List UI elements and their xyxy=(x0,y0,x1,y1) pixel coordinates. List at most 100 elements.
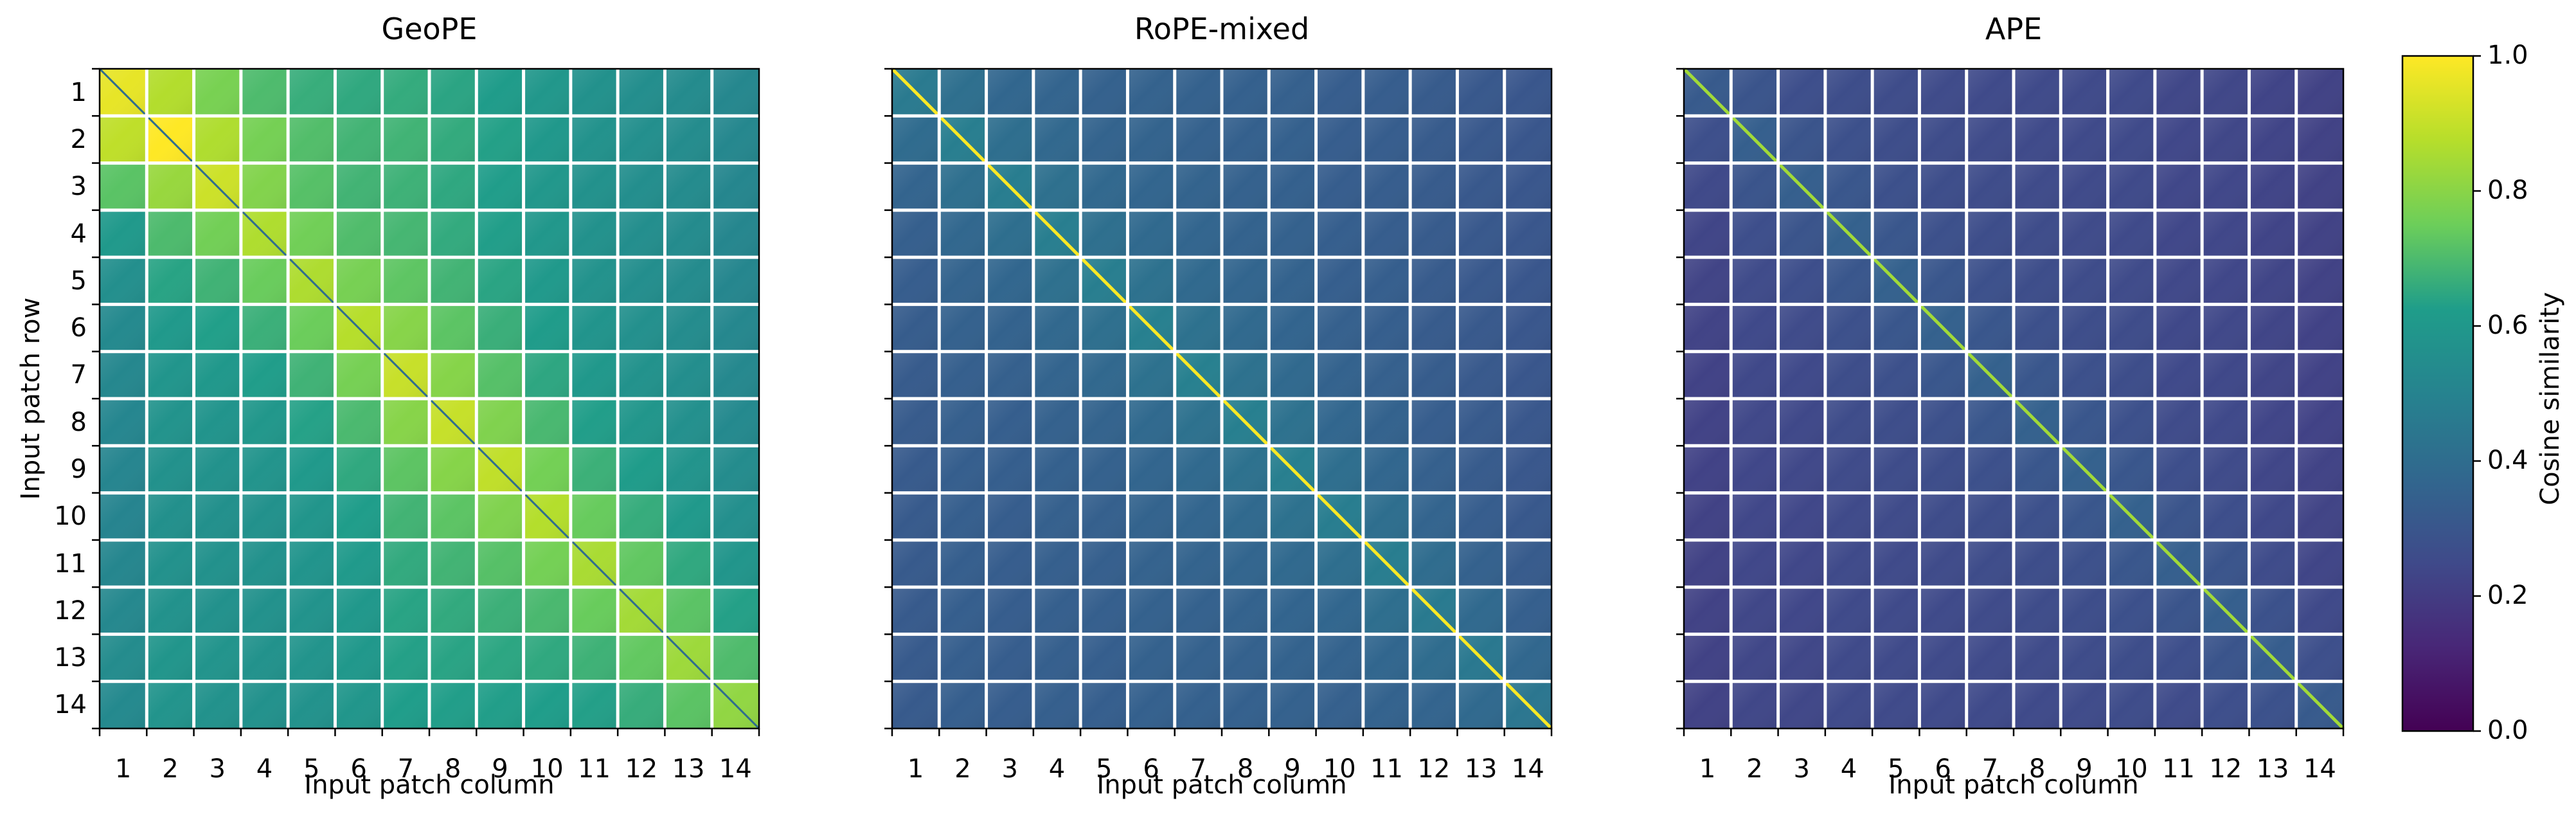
heatmap-cell-shade xyxy=(1919,446,1967,493)
heatmap-cell-shade xyxy=(2154,351,2203,399)
heatmap-cell-shade xyxy=(1363,116,1411,163)
heatmap-cell-shade xyxy=(711,257,759,305)
heatmap-cell-shade xyxy=(1363,210,1411,258)
heatmap-cell-shade xyxy=(665,681,712,728)
heatmap-cell-shade xyxy=(2296,116,2343,163)
heatmap-cell-shade xyxy=(1684,587,1731,635)
heatmap-cell-shade xyxy=(1872,399,1920,446)
heatmap-cell-shade xyxy=(288,446,335,493)
heatmap-cell-shade xyxy=(1778,399,1825,446)
heatmap-cell-shade xyxy=(193,304,241,352)
heatmap-cell-shade xyxy=(986,539,1033,588)
heatmap-cell-shade xyxy=(1504,539,1552,588)
heatmap-cell-shade xyxy=(476,163,524,210)
heatmap-cell-shade xyxy=(1174,399,1222,446)
x-tick-label: 8 xyxy=(2028,754,2046,784)
heatmap-cell-shade xyxy=(1363,399,1411,446)
heatmap-cell-shade xyxy=(2249,681,2296,728)
heatmap-cell-shade xyxy=(2107,539,2155,588)
heatmap-cell-shade xyxy=(1966,163,2014,210)
heatmap-cell-shade xyxy=(382,69,429,116)
heatmap-cell-shade xyxy=(665,69,712,116)
heatmap-cell-shade xyxy=(1825,69,1873,116)
heatmap-cell-shade xyxy=(429,446,477,493)
y-tick-label: 14 xyxy=(54,690,87,720)
heatmap-cell-shade xyxy=(1872,210,1920,258)
heatmap-cell-shade xyxy=(2107,399,2155,446)
heatmap-cell-shade xyxy=(1269,210,1316,258)
heatmap-cell-shade xyxy=(382,304,429,352)
heatmap-cell-shade xyxy=(476,257,524,305)
heatmap-cell-shade xyxy=(193,69,241,116)
heatmap-cell-shade xyxy=(193,399,241,446)
heatmap-cell-shade xyxy=(100,304,147,352)
heatmap-cell-shade xyxy=(1919,681,1967,728)
heatmap-cell-shade xyxy=(1872,69,1920,116)
heatmap-cell-shade xyxy=(1363,681,1411,728)
heatmap-cell-shade xyxy=(100,446,147,493)
heatmap-cell-shade xyxy=(1504,257,1552,305)
y-tick-label: 7 xyxy=(70,360,87,390)
y-tick-label: 12 xyxy=(54,595,87,626)
heatmap-cell-shade xyxy=(1504,163,1552,210)
heatmap-cell-shade xyxy=(1269,257,1316,305)
heatmap-cell-shade xyxy=(2202,493,2250,540)
x-tick-label: 1 xyxy=(114,754,132,784)
heatmap-cell-shade xyxy=(1080,163,1128,210)
heatmap-cell-shade xyxy=(1684,304,1731,352)
heatmap-cell-shade xyxy=(2014,163,2061,210)
heatmap-cell-shade xyxy=(240,304,289,352)
heatmap-cell-shade xyxy=(335,163,382,210)
heatmap-cell-shade xyxy=(1825,634,1873,682)
heatmap-cell-shade xyxy=(2249,587,2296,635)
heatmap-cell-shade xyxy=(1174,210,1222,258)
x-tick-label: 12 xyxy=(2209,754,2242,784)
heatmap-cell-shade xyxy=(100,681,147,728)
heatmap-cell-shade xyxy=(1731,634,1778,682)
x-tick-label: 14 xyxy=(2303,754,2336,784)
heatmap-cell-shade xyxy=(523,681,571,728)
heatmap-cell-shade xyxy=(986,634,1033,682)
heatmap-cell-shade xyxy=(2202,446,2250,493)
heatmap-cell-shade xyxy=(1269,163,1316,210)
heatmap-cell-shade xyxy=(1316,163,1363,210)
x-tick-label: 12 xyxy=(625,754,658,784)
heatmap-cell-shade xyxy=(2107,446,2155,493)
heatmap-cell-shade xyxy=(429,539,477,588)
heatmap-cell-shade xyxy=(2296,210,2343,258)
heatmap-cell-shade xyxy=(892,351,940,399)
heatmap-cell-shade xyxy=(2107,634,2155,682)
heatmap-cell-shade xyxy=(1684,634,1731,682)
heatmap-cell-shade xyxy=(570,69,618,116)
heatmap-cell-shade xyxy=(2249,210,2296,258)
heatmap-cell-shade xyxy=(240,539,289,588)
heatmap-cell-shade xyxy=(288,539,335,588)
heatmap-cell-shade xyxy=(2202,210,2250,258)
heatmap-cell-shade xyxy=(570,304,618,352)
heatmap-cell-shade xyxy=(523,587,571,635)
heatmap-cell-shade xyxy=(1919,399,1967,446)
heatmap-cell-shade xyxy=(335,539,382,588)
heatmap-cell-shade xyxy=(1222,681,1269,728)
heatmap-cell-shade xyxy=(1872,116,1920,163)
heatmap-cell-shade xyxy=(2061,69,2108,116)
heatmap-cell-shade xyxy=(1919,634,1967,682)
heatmap-cell-shade xyxy=(147,539,194,588)
heatmap-cell-shade xyxy=(1684,257,1731,305)
heatmap-cell-shade xyxy=(1127,587,1175,635)
heatmap-cell-shade xyxy=(1778,304,1825,352)
heatmap-cell-shade xyxy=(570,634,618,682)
heatmap-cell-shade xyxy=(335,634,382,682)
heatmap-cell-shade xyxy=(1457,399,1505,446)
x-axis-label-rope-mixed: Input patch column xyxy=(1096,770,1347,800)
heatmap-cell-shade xyxy=(1825,587,1873,635)
heatmap-cell-shade xyxy=(1410,351,1458,399)
heatmap-cell-shade xyxy=(1033,116,1081,163)
heatmap-cell-shade xyxy=(2061,399,2108,446)
x-tick-label: 13 xyxy=(1464,754,1498,784)
heatmap-cell-shade xyxy=(1731,539,1778,588)
heatmap-cell-shade xyxy=(382,587,429,635)
heatmap-cell-shade xyxy=(382,446,429,493)
heatmap-cell-shade xyxy=(2154,634,2203,682)
heatmap-cell-shade xyxy=(429,493,477,540)
